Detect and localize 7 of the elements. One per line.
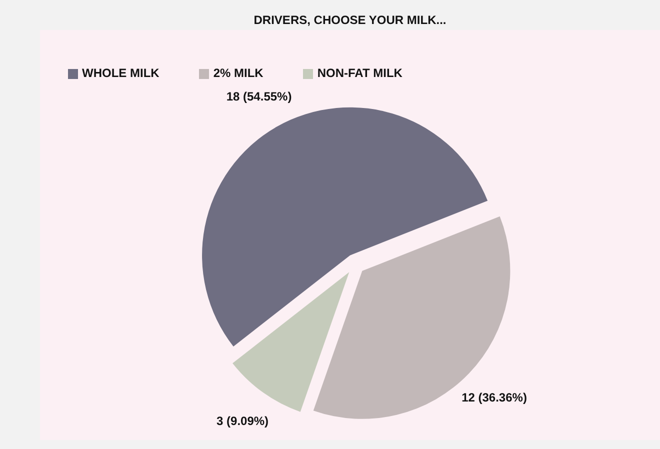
data-label: 18 (54.55%)	[226, 90, 292, 104]
legend-label: WHOLE MILK	[82, 66, 160, 80]
legend-label: NON-FAT MILK	[317, 66, 402, 80]
chart-title: DRIVERS, CHOOSE YOUR MILK...	[252, 13, 448, 27]
data-label: 3 (9.09%)	[216, 414, 269, 428]
data-label: 12 (36.36%)	[462, 390, 527, 405]
legend-label: 2% MILK	[213, 66, 264, 80]
